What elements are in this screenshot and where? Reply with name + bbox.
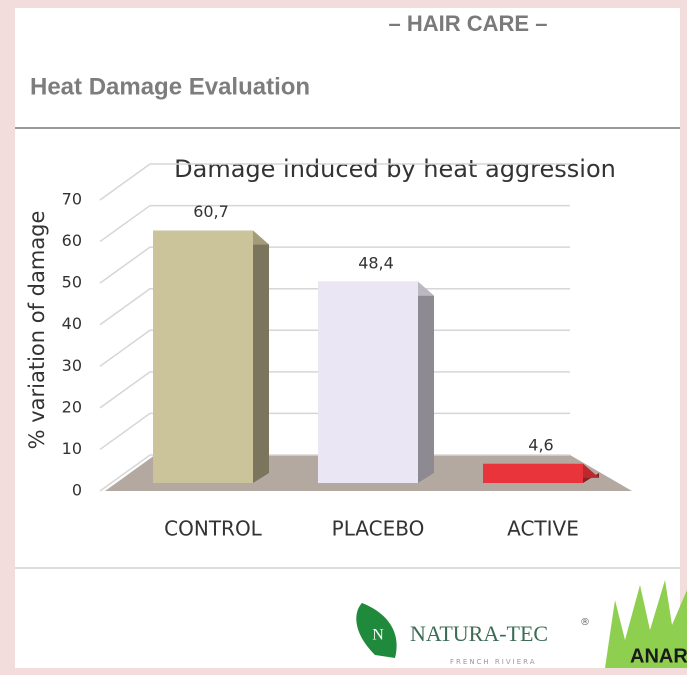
partner: ANAR <box>630 645 687 667</box>
bar <box>153 230 253 483</box>
grass <box>605 580 687 668</box>
y-tick-label: 20 <box>62 397 82 416</box>
x-tick-label: ACTIVE <box>507 517 579 541</box>
y-tick-label: 10 <box>62 439 82 458</box>
registered: ® <box>580 617 590 628</box>
value-label: 48,4 <box>358 253 394 272</box>
grid-line <box>99 163 570 201</box>
bar-side <box>418 281 434 483</box>
y-axis-label: % variation of damage <box>25 211 49 450</box>
bar <box>483 463 583 483</box>
brand: NATURA-TEC <box>410 621 548 646</box>
slide-title: Heat Damage Evaluation <box>30 73 310 100</box>
leaf-letter: N <box>372 627 384 644</box>
grid-line <box>99 204 570 243</box>
grid-line <box>99 246 570 284</box>
y-tick-label: 60 <box>62 231 82 250</box>
bar-side-shade <box>418 281 434 483</box>
value-label: 60,7 <box>193 202 229 221</box>
tagline: FRENCH RIVIERA <box>450 658 537 666</box>
bar-side <box>253 230 269 483</box>
x-tick-label: PLACEBO <box>332 517 425 541</box>
y-tick-label: 70 <box>62 190 82 209</box>
grid-line <box>99 287 570 326</box>
x-tick-label: CONTROL <box>164 517 263 541</box>
chart-title: Damage induced by heat aggression <box>174 155 616 183</box>
bar <box>318 281 418 483</box>
y-tick-label: 30 <box>62 356 82 375</box>
leaf-logo <box>356 603 397 658</box>
bar-side-shade <box>253 230 269 483</box>
value-label: 4,6 <box>528 435 553 454</box>
y-tick-label: 0 <box>72 481 82 500</box>
y-tick-label: 40 <box>62 314 82 333</box>
section-title: – HAIR CARE – <box>389 11 548 36</box>
y-tick-label: 50 <box>62 273 82 292</box>
